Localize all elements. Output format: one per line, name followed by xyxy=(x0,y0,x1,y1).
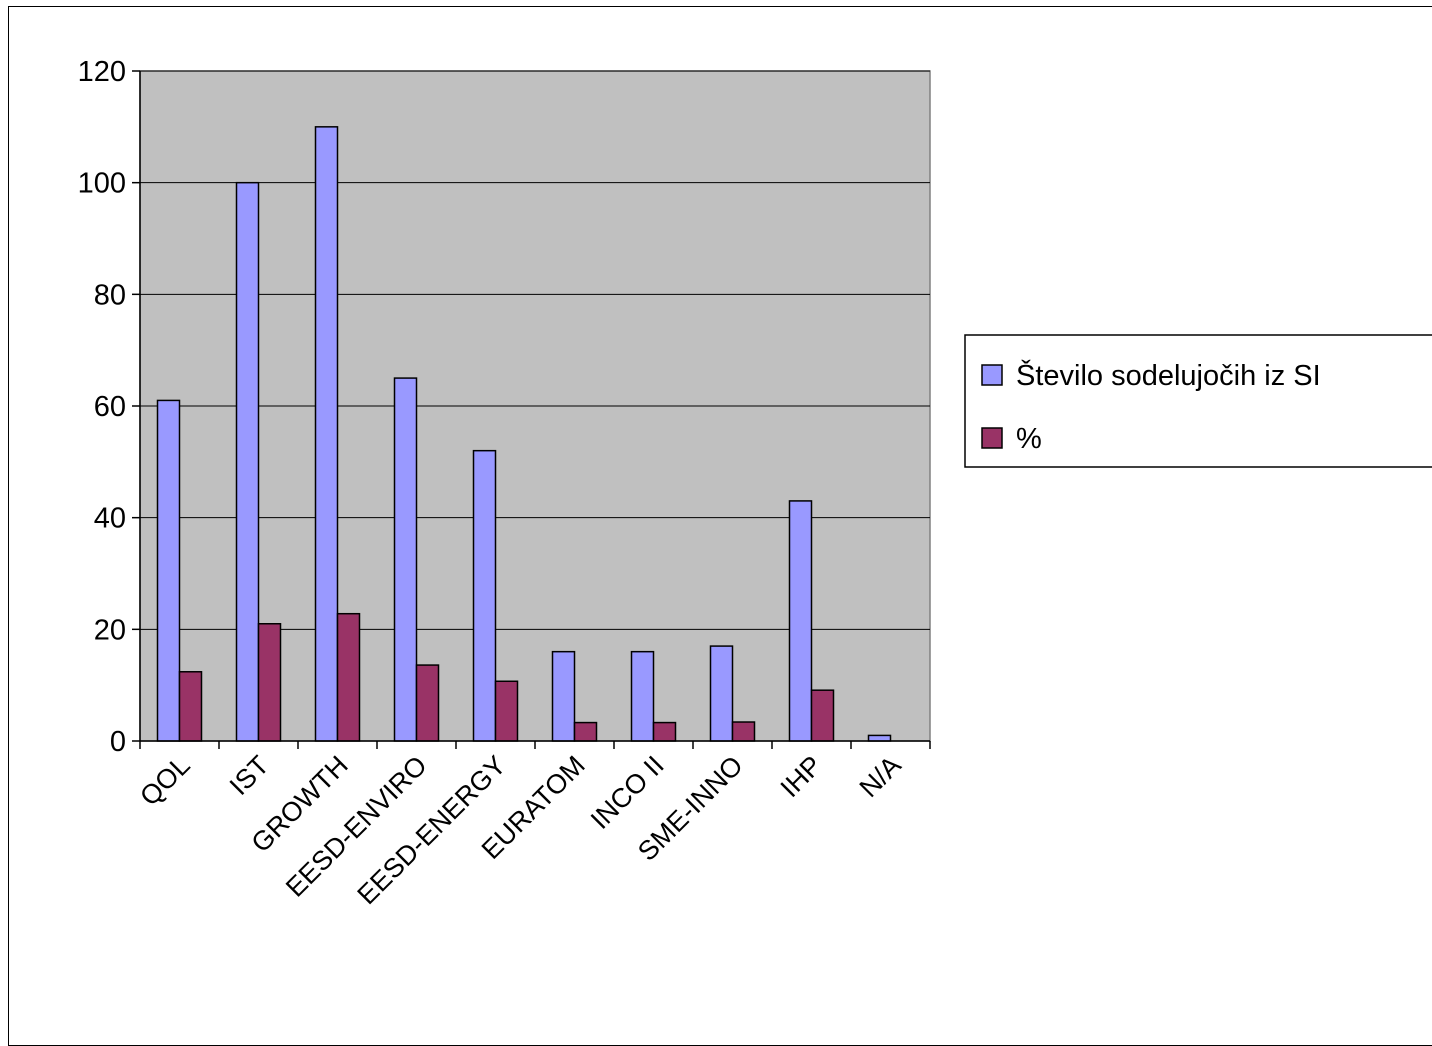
bar-series-1 xyxy=(630,650,655,742)
legend-swatch-series-1 xyxy=(981,364,1003,386)
x-tick-label: QOL xyxy=(134,750,196,812)
x-tick-label: N/A xyxy=(854,750,907,803)
x-tick-label: IHP xyxy=(775,750,828,803)
x-tick-label: IST xyxy=(224,750,275,801)
bar-series-1 xyxy=(235,181,260,742)
bar-series-2 xyxy=(415,664,440,742)
bar-series-2 xyxy=(178,671,203,742)
y-tick-label: 0 xyxy=(110,726,126,758)
bar-series-2 xyxy=(336,612,361,742)
bar-series-2 xyxy=(257,623,282,742)
bar-series-2 xyxy=(652,721,677,742)
bar-series-1 xyxy=(393,377,418,742)
bar-series-1 xyxy=(472,449,497,742)
bar-series-1 xyxy=(156,399,181,742)
bar-series-2 xyxy=(573,721,598,742)
x-tick-labels: QOL ISTGROWTHEESD-ENVIROEESD-ENERGYEURATO… xyxy=(134,750,907,910)
bar-series-2 xyxy=(810,689,835,742)
legend-label-series-1: Število sodelujočih iz SI xyxy=(1016,358,1321,392)
y-tick-label: 120 xyxy=(78,56,126,88)
y-tick-labels: 0 20 40 60 80 100 120 xyxy=(78,56,126,758)
x-tick-label: EESD-ENVIRO xyxy=(280,750,433,903)
bar-series-1 xyxy=(314,126,339,742)
y-tick-label: 40 xyxy=(94,503,126,535)
bar-series-2 xyxy=(731,721,756,742)
bar-series-2 xyxy=(494,680,519,742)
bar-series-1 xyxy=(709,645,734,742)
legend-label-series-2: % xyxy=(1016,423,1042,455)
axes xyxy=(132,70,931,749)
bar-series-1 xyxy=(788,500,813,742)
bar-series-1 xyxy=(867,734,892,742)
y-tick-label: 20 xyxy=(94,614,126,646)
y-tick-label: 80 xyxy=(94,279,126,311)
legend-swatch-series-2 xyxy=(981,427,1003,449)
bar-series-1 xyxy=(551,650,576,742)
legend-box xyxy=(964,334,1432,468)
x-tick-label: EESD-ENERGY xyxy=(352,750,512,910)
legend: Število sodelujočih iz SI % xyxy=(964,334,1432,468)
y-tick-label: 100 xyxy=(78,168,126,200)
y-tick-label: 60 xyxy=(94,391,126,423)
bars xyxy=(156,126,892,742)
